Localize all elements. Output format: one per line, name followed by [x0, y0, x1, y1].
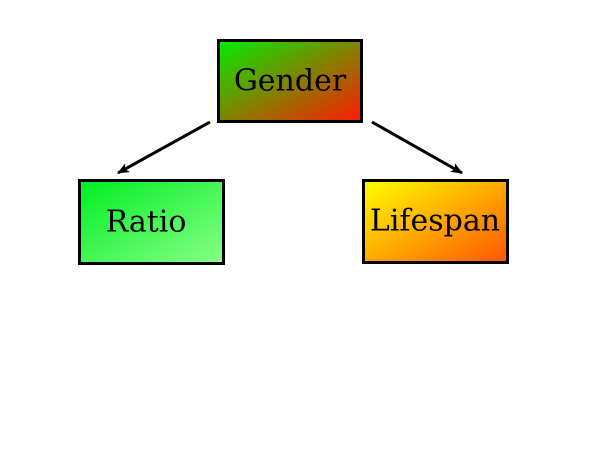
edge-gender-to-ratio [117, 120, 211, 175]
node-lifespan: Lifespan [362, 179, 509, 264]
node-gender-box [217, 39, 363, 123]
node-ratio-box [78, 179, 225, 265]
node-lifespan-box [362, 179, 509, 264]
edge-gender-to-lifespan [371, 120, 463, 175]
node-lifespan-label: Lifespan [370, 204, 500, 239]
node-gender-label: Gender [234, 64, 347, 99]
node-ratio-label: Ratio [106, 205, 187, 240]
node-ratio: Ratio [78, 179, 225, 265]
node-gender: Gender [217, 39, 363, 123]
